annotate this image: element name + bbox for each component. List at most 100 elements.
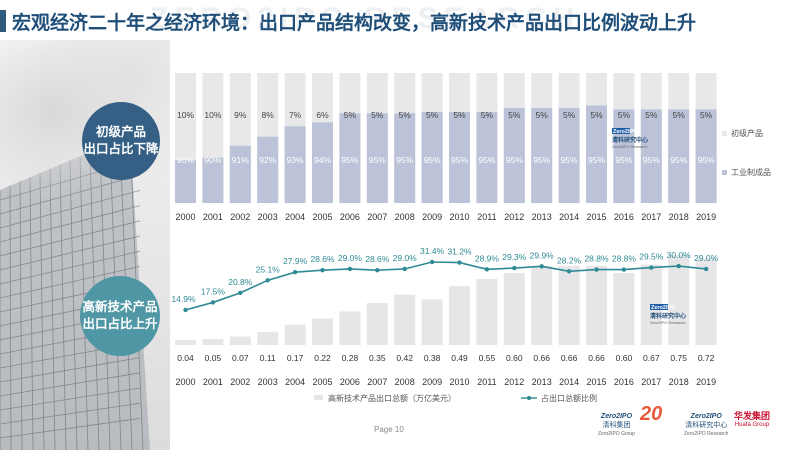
primary-products-callout: 初级产品 出口占比下降 [82, 102, 160, 180]
hightech-products-callout: 高新技术产品 出口占比上升 [80, 276, 160, 356]
line-value-label: 29.0% [338, 253, 363, 263]
data-label-primary: 7% [289, 110, 302, 120]
line-point [292, 269, 298, 275]
x-tick-label: 2019 [696, 212, 716, 222]
x-tick-label: 2012 [504, 377, 524, 387]
x-tick-label: 2007 [367, 377, 387, 387]
x-tick-label: 2018 [669, 212, 689, 222]
data-label-manufactured: 90% [204, 155, 221, 165]
data-label-manufactured: 95% [588, 155, 605, 165]
line-value-label: 25.1% [256, 264, 281, 274]
line-point [347, 266, 353, 272]
bar-manufactured-products [640, 109, 662, 203]
page-title: 宏观经济二十年之经济环境：出口产品结构改变，高新技术产品出口比例波动上升 [12, 13, 697, 34]
bar-value-label: 0.22 [314, 353, 331, 363]
bar-hightech-export [366, 303, 388, 345]
data-label-primary: 6% [316, 110, 329, 120]
line-value-label: 29.0% [393, 253, 418, 263]
bar-manufactured-products [229, 145, 251, 203]
chart-logo-zero-box [612, 128, 630, 134]
line-value-label: 31.2% [447, 247, 472, 257]
bar-hightech-export [339, 311, 361, 345]
bar-manufactured-products [503, 108, 525, 203]
huafa-group-logo: 华发集团 Huafa Group [734, 412, 770, 430]
x-tick-label: 2017 [641, 377, 661, 387]
x-tick-label: 2019 [696, 377, 716, 387]
line-value-label: 28.6% [365, 254, 390, 264]
line-value-label: 28.9% [475, 253, 500, 263]
title-bar: ZERO2IPO RESEARCH 宏观经济二十年之经济环境：出口产品结构改变，… [0, 0, 800, 40]
bar-value-label: 0.11 [260, 353, 276, 363]
line-point [457, 260, 462, 265]
data-label-manufactured: 95% [506, 155, 523, 165]
chart-logo-top: Zero2IPO [613, 129, 638, 135]
legend-swatch-hightech-bars [314, 395, 323, 400]
x-tick-label: 2002 [230, 377, 250, 387]
data-label-primary: 5% [536, 110, 549, 120]
bar-value-label: 0.28 [342, 353, 359, 363]
logo-en: Huafa Group [734, 422, 770, 428]
watermark: ZERO2IPO RESEARCH [150, 2, 581, 35]
line-point [320, 267, 325, 273]
line-value-label: 28.2% [557, 255, 582, 265]
data-label-primary: 5% [426, 110, 439, 120]
bar-value-label: 0.75 [670, 353, 687, 363]
line-point [238, 290, 243, 296]
chart-logo-zero-box [650, 304, 668, 310]
line-point [594, 267, 599, 272]
legend-label-manufactured: 工业制成品 [731, 167, 771, 177]
callout-line-1: 高新技术产品 [82, 300, 158, 314]
x-tick-label: 2006 [340, 377, 360, 387]
line-value-label: 30.0% [667, 250, 692, 260]
bar-manufactured-products [284, 126, 306, 203]
line-point [210, 300, 216, 305]
x-tick-label: 2006 [340, 212, 360, 222]
bar-value-label: 0.67 [643, 353, 660, 363]
bar-hightech-export [449, 286, 470, 345]
line-value-label: 31.4% [420, 246, 445, 256]
bar-manufactured-products [421, 112, 443, 203]
x-tick-label: 2015 [586, 212, 606, 222]
bar-value-label: 0.72 [698, 353, 715, 363]
line-value-label: 28.8% [612, 254, 637, 264]
callout-line-2: 出口占比上升 [82, 317, 158, 331]
line-point [676, 263, 681, 269]
zero2ipo-research-logo: Zero2IPO 清科研究中心 Zero2IPO Research [684, 412, 728, 439]
data-label-primary: 5% [344, 110, 357, 120]
bar-value-label: 0.04 [177, 353, 194, 363]
bar-hightech-export [613, 273, 635, 345]
line-value-label: 20.8% [228, 277, 253, 287]
logo-en: Zero2IPO Research [684, 431, 729, 437]
x-tick-label: 2013 [532, 377, 552, 387]
x-tick-label: 2001 [203, 212, 223, 222]
data-label-primary: 5% [590, 110, 603, 120]
bar-hightech-export [257, 331, 279, 345]
bar-hightech-export [394, 294, 416, 345]
line-hightech-share [185, 261, 707, 311]
line-value-label: 17.5% [201, 286, 226, 296]
x-tick-label: 2004 [285, 377, 305, 387]
chart-logo-cn: 清科研究中心 [612, 136, 648, 144]
legend-swatch-line-point [527, 396, 531, 400]
bar-value-label: 0.49 [451, 353, 468, 363]
x-tick-label: 2005 [312, 212, 332, 222]
bar-hightech-export [229, 336, 251, 345]
line-value-label: 29.5% [639, 252, 664, 262]
bar-value-label: 0.38 [424, 353, 441, 363]
line-value-label: 29.3% [502, 252, 527, 262]
bar-value-label: 0.55 [479, 353, 496, 363]
bar-value-label: 0.05 [205, 353, 222, 363]
logo-top: Zero2IPO [600, 413, 633, 420]
data-label-primary: 8% [262, 110, 275, 120]
x-tick-label: 2008 [395, 377, 415, 387]
data-label-primary: 5% [563, 110, 576, 120]
data-label-primary: 10% [177, 110, 194, 120]
line-point [265, 278, 270, 283]
x-tick-label: 2016 [614, 377, 634, 387]
data-label-manufactured: 95% [478, 155, 495, 165]
bar-manufactured-products [366, 113, 388, 203]
x-tick-label: 2005 [312, 377, 332, 387]
page-number: Page 10 [374, 425, 404, 434]
data-label-primary: 5% [645, 110, 658, 120]
line-point [621, 267, 627, 272]
